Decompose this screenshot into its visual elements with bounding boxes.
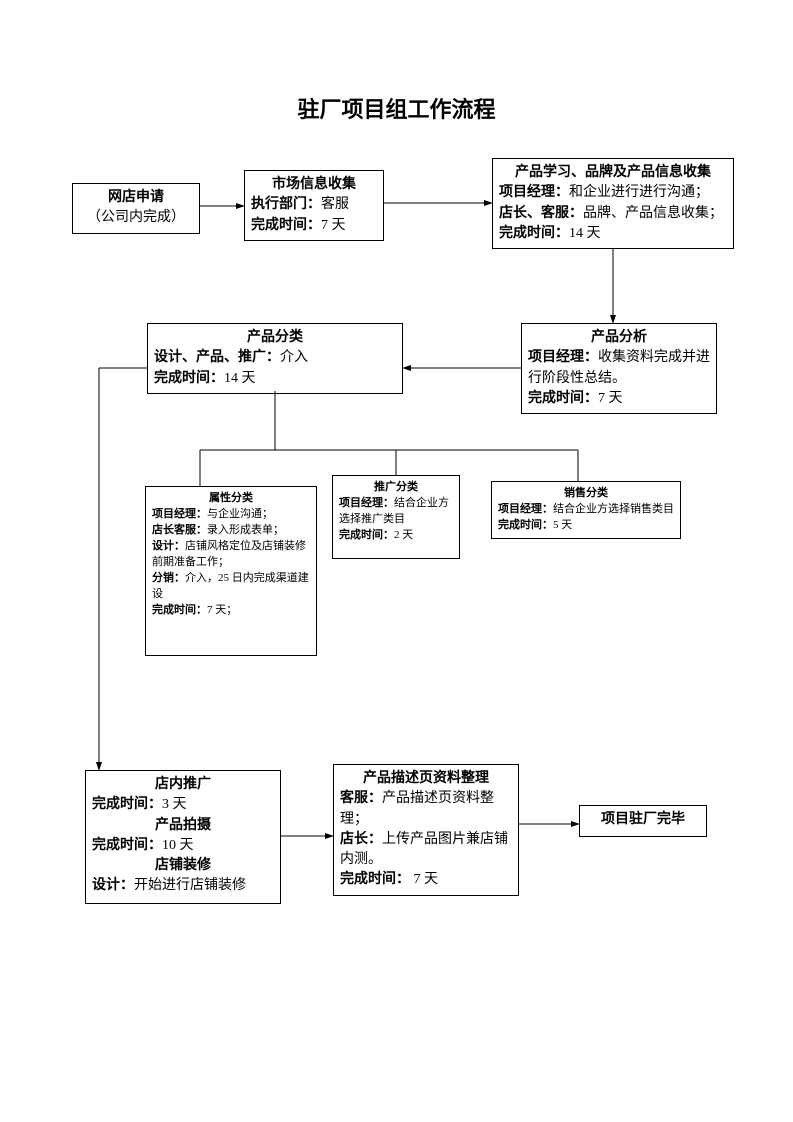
node-text: 14 天 bbox=[569, 226, 601, 241]
node-text: 设计： bbox=[92, 878, 134, 893]
flowchart-node-n6b: 推广分类项目经理：结合企业方选择推广类目完成时间：2 天 bbox=[332, 475, 460, 559]
node-text: 品牌、产品信息收集； bbox=[583, 206, 723, 221]
node-text: 项目驻厂完毕 bbox=[601, 812, 685, 827]
flowchart-node-n2: 市场信息收集执行部门：客服完成时间：7 天 bbox=[244, 170, 384, 241]
flowchart-node-n9: 项目驻厂完毕 bbox=[579, 805, 707, 837]
node-text: 产品学习、品牌及产品信息收集 bbox=[515, 165, 711, 180]
node-text: 属性分类 bbox=[209, 492, 253, 504]
node-text: 录入形成表单； bbox=[207, 524, 284, 536]
node-text: 产品拍摄 bbox=[155, 818, 211, 833]
node-text: 项目经理： bbox=[339, 497, 394, 509]
node-text: 项目经理： bbox=[152, 508, 207, 520]
page-title: 驻厂项目组工作流程 bbox=[0, 92, 793, 124]
node-text: 开始进行店铺装修 bbox=[134, 878, 246, 893]
node-text: 7 天 bbox=[321, 218, 346, 233]
flowchart-node-n7: 店内推广完成时间：3 天产品拍摄完成时间：10 天店铺装修设计：开始进行店铺装修 bbox=[85, 770, 281, 904]
node-text: 和企业进行进行沟通； bbox=[569, 185, 709, 200]
node-text: 销售分类 bbox=[564, 487, 608, 499]
node-text: （公司内完成） bbox=[87, 210, 185, 225]
node-text: 完成时间： bbox=[154, 371, 224, 386]
node-text: 完成时间： bbox=[92, 838, 162, 853]
node-text: 与企业沟通； bbox=[207, 508, 273, 520]
node-text: 项目经理： bbox=[499, 185, 569, 200]
node-text: 店铺装修 bbox=[155, 858, 211, 873]
node-text: 网店申请 bbox=[108, 190, 164, 205]
node-text: 完成时间： bbox=[339, 529, 394, 541]
node-text: 推广分类 bbox=[374, 481, 418, 493]
node-text: 产品分类 bbox=[247, 330, 303, 345]
flowchart-node-n8: 产品描述页资料整理客服：产品描述页资料整理；店长：上传产品图片兼店铺内测。完成时… bbox=[333, 764, 519, 896]
node-text: 结合企业方选择销售类目 bbox=[553, 503, 674, 515]
node-text: 7 天 bbox=[598, 391, 623, 406]
node-text: 7 天 bbox=[410, 872, 438, 887]
node-text: 完成时间： bbox=[251, 218, 321, 233]
node-text: 项目经理： bbox=[498, 503, 553, 515]
node-text: 店长、客服： bbox=[499, 206, 583, 221]
node-text: 14 天 bbox=[224, 371, 256, 386]
node-text: 5 天 bbox=[553, 519, 572, 531]
node-text: 设计： bbox=[152, 540, 185, 552]
node-text: 产品分析 bbox=[591, 330, 647, 345]
node-text: 2 天 bbox=[394, 529, 413, 541]
node-text: 店内推广 bbox=[155, 777, 211, 792]
node-text: 完成时间： bbox=[498, 519, 553, 531]
flowchart-node-n1: 网店申请 （公司内完成） bbox=[72, 183, 200, 234]
node-text: 客服： bbox=[340, 791, 382, 806]
flowchart-node-n4: 产品分析项目经理：收集资料完成并进行阶段性总结。完成时间：7 天 bbox=[521, 323, 717, 414]
flowchart-node-n3: 产品学习、品牌及产品信息收集项目经理：和企业进行进行沟通； 店长、客服：品牌、产品… bbox=[492, 158, 734, 249]
node-text: 分销： bbox=[152, 572, 185, 584]
node-text: 市场信息收集 bbox=[272, 177, 356, 192]
node-text: 介入 bbox=[280, 350, 308, 365]
node-text: 客服 bbox=[321, 197, 349, 212]
node-text: 7 天； bbox=[207, 604, 237, 616]
node-text: 完成时间： bbox=[92, 797, 162, 812]
node-text: 10 天 bbox=[162, 838, 194, 853]
node-text: 执行部门： bbox=[251, 197, 321, 212]
node-text: 产品描述页资料整理 bbox=[363, 771, 489, 786]
node-text: 完成时间： bbox=[340, 872, 410, 887]
node-text: 店长客服： bbox=[152, 524, 207, 536]
node-text: 店长： bbox=[340, 832, 382, 847]
flowchart-node-n5: 产品分类设计、产品、推广：介入完成时间：14 天 bbox=[147, 323, 403, 394]
node-text: 完成时间： bbox=[499, 226, 569, 241]
node-text: 3 天 bbox=[162, 797, 187, 812]
flowchart-node-n6a: 属性分类项目经理：与企业沟通；店长客服：录入形成表单；设计：店铺风格定位及店铺装… bbox=[145, 486, 317, 656]
node-text: 设计、产品、推广： bbox=[154, 350, 280, 365]
node-text: 项目经理： bbox=[528, 350, 598, 365]
node-text: 完成时间： bbox=[528, 391, 598, 406]
node-text: 完成时间： bbox=[152, 604, 207, 616]
flowchart-node-n6c: 销售分类项目经理：结合企业方选择销售类目完成时间：5 天 bbox=[491, 481, 681, 539]
